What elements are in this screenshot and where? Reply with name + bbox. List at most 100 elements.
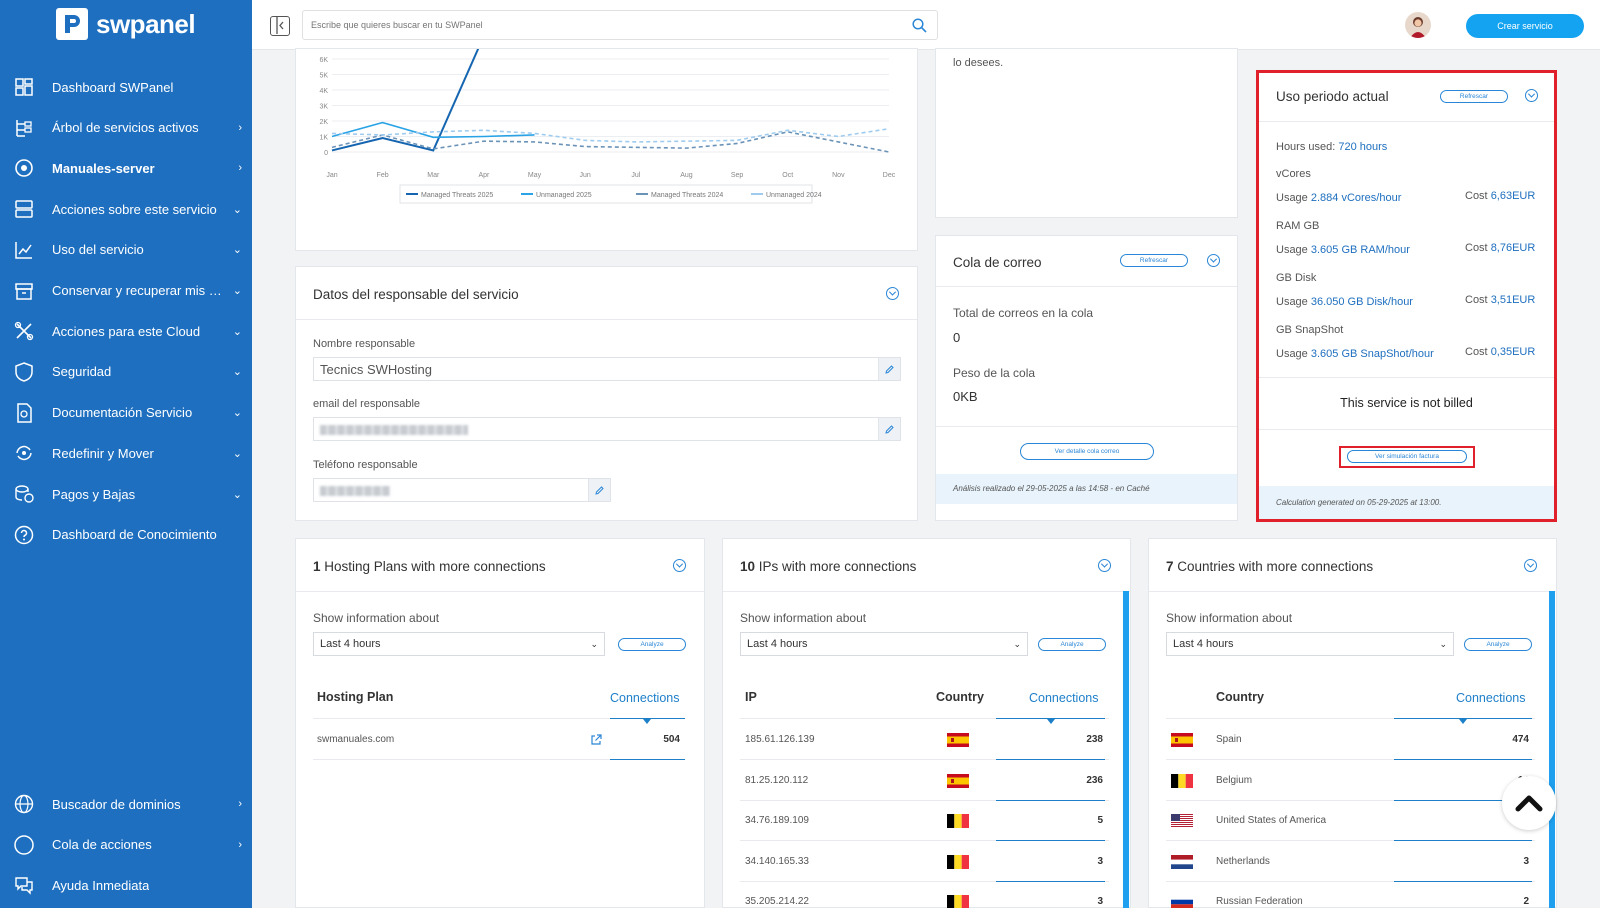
legend bbox=[399, 184, 813, 204]
dashboard-icon bbox=[13, 76, 35, 98]
name-field[interactable]: Tecnics SWHosting bbox=[313, 357, 901, 381]
series-line bbox=[331, 121, 535, 139]
sidebar-item-label: Seguridad bbox=[52, 364, 112, 380]
sidebar-item-redefine[interactable]: Redefinir y Mover ⌄ bbox=[0, 435, 252, 471]
simulate-invoice-button[interactable]: Ver simulación factura bbox=[1347, 450, 1467, 463]
connections-value: 3 bbox=[1097, 855, 1103, 867]
col-connections[interactable]: Connections bbox=[610, 691, 680, 705]
connections-underline bbox=[1394, 880, 1532, 882]
sidebar-item-label: Dashboard SWPanel bbox=[52, 79, 174, 95]
sidebar-item-help[interactable]: Dashboard de Conocimiento bbox=[0, 517, 252, 553]
col-country: Country bbox=[936, 690, 984, 704]
collapse-icon[interactable] bbox=[1207, 254, 1220, 267]
sidebar-item-tools[interactable]: Acciones para este Cloud ⌄ bbox=[0, 313, 252, 349]
analyze-button[interactable]: Analyze bbox=[1464, 638, 1532, 651]
flag-nl-icon bbox=[1171, 854, 1193, 869]
sidebar-item-payments[interactable]: Pagos y Bajas ⌄ bbox=[0, 476, 252, 512]
avatar[interactable] bbox=[1405, 12, 1431, 38]
collapse-icon[interactable] bbox=[1098, 559, 1111, 572]
mail-detail-button[interactable]: Ver detalle cola correo bbox=[1020, 443, 1154, 460]
create-service-button[interactable]: Crear servicio bbox=[1466, 14, 1584, 38]
x-tick-label: Jul bbox=[631, 172, 640, 179]
edit-icon[interactable] bbox=[878, 418, 900, 440]
refresh-button[interactable]: Refrescar bbox=[1120, 254, 1188, 267]
logo[interactable]: swpanel bbox=[56, 8, 196, 40]
scrollbar[interactable] bbox=[1123, 591, 1129, 908]
collapse-icon[interactable] bbox=[673, 559, 686, 572]
responsable-title: Datos del responsable del servicio bbox=[313, 287, 519, 302]
y-tick-label: 0 bbox=[324, 150, 328, 157]
logo-icon bbox=[56, 8, 88, 40]
topbar: Crear servicio bbox=[252, 0, 1600, 50]
legend-label[interactable]: Managed Threats 2025 bbox=[421, 192, 493, 199]
collapse-icon[interactable] bbox=[1525, 89, 1538, 102]
sidebar-item-tree[interactable]: Árbol de servicios activos › bbox=[0, 110, 252, 146]
mail-queue-title: Cola de correo bbox=[953, 255, 1042, 270]
sort-arrow-icon bbox=[1459, 719, 1467, 724]
connections-underline bbox=[1394, 799, 1532, 801]
email-field[interactable] bbox=[313, 417, 901, 441]
sidebar-item-label: Manuales-server bbox=[52, 160, 155, 176]
connections-underline bbox=[610, 759, 685, 760]
sidebar-item-circle[interactable]: Cola de acciones › bbox=[0, 827, 252, 863]
cost-value: Cost 3,51EUR bbox=[1465, 294, 1536, 306]
sidebar-item-shield[interactable]: Seguridad ⌄ bbox=[0, 354, 252, 390]
connections-value: 2 bbox=[1523, 896, 1529, 907]
col-connections[interactable]: Connections bbox=[1456, 691, 1526, 705]
divider bbox=[1149, 591, 1556, 592]
period-select[interactable]: Last 4 hours ⌄ bbox=[1166, 632, 1454, 656]
legend-label[interactable]: Unmanaged 2024 bbox=[766, 192, 822, 199]
search-input[interactable] bbox=[303, 11, 883, 39]
scrollbar[interactable] bbox=[1549, 591, 1555, 908]
analyze-button[interactable]: Analyze bbox=[1038, 638, 1106, 651]
sort-line bbox=[996, 718, 1105, 719]
sidebar-item-actions[interactable]: Acciones sobre este servicio ⌄ bbox=[0, 191, 252, 227]
period-select[interactable]: Last 4 hours ⌄ bbox=[740, 632, 1028, 656]
edit-icon[interactable] bbox=[878, 358, 900, 380]
x-tick-label: Jan bbox=[326, 172, 337, 179]
usage-block-name: vCores bbox=[1276, 168, 1311, 180]
ip-address: 35.205.214.22 bbox=[745, 896, 809, 907]
col-connections[interactable]: Connections bbox=[1029, 691, 1099, 705]
hours-used: Hours used: 720 hours bbox=[1276, 141, 1388, 153]
sidebar-item-backup[interactable]: Conservar y recuperar mis dat... ⌄ bbox=[0, 273, 252, 309]
sidebar-item-label: Árbol de servicios activos bbox=[52, 120, 199, 136]
x-tick-label: Apr bbox=[478, 172, 490, 179]
edit-icon[interactable] bbox=[588, 479, 610, 501]
sidebar-item-label: Uso del servicio bbox=[52, 242, 144, 258]
weight-label: Peso de la cola bbox=[953, 366, 1036, 380]
connections-underline bbox=[1394, 840, 1532, 841]
email-redacted bbox=[320, 425, 468, 435]
search-icon[interactable] bbox=[912, 18, 927, 38]
sidebar-item-chart[interactable]: Uso del servicio ⌄ bbox=[0, 232, 252, 268]
chevron-down-icon: ⌄ bbox=[232, 407, 242, 420]
flag-ru-icon bbox=[1171, 895, 1193, 908]
sidebar-item-server[interactable]: Manuales-server › bbox=[0, 150, 252, 186]
sidebar-item-dashboard[interactable]: Dashboard SWPanel bbox=[0, 69, 252, 105]
sidebar-item-chat[interactable]: Ayuda Inmediata bbox=[0, 867, 252, 903]
period-select[interactable]: Last 4 hours ⌄ bbox=[313, 632, 605, 656]
analyze-button[interactable]: Analyze bbox=[618, 638, 686, 651]
legend-label[interactable]: Managed Threats 2024 bbox=[651, 192, 723, 199]
show-info-label: Show information about bbox=[313, 611, 440, 625]
sidebar-item-globe[interactable]: Buscador de dominios › bbox=[0, 786, 252, 822]
phone-redacted bbox=[320, 486, 390, 496]
collapse-icon[interactable] bbox=[886, 287, 899, 300]
divider bbox=[740, 718, 1109, 719]
phone-field[interactable] bbox=[313, 478, 611, 502]
threats-chart-card: 0 1K 2K 3K 4K 5K 6K Jan Feb Mar Apr May Jun Jul Aug Sep… bbox=[295, 48, 918, 251]
chevron-right-icon: › bbox=[238, 798, 242, 810]
scroll-to-top-button[interactable] bbox=[1502, 776, 1556, 830]
sidebar-item-label: Dashboard de Conocimiento bbox=[52, 527, 217, 543]
sidebar-toggle-icon[interactable] bbox=[270, 16, 290, 36]
sort-line bbox=[610, 718, 685, 719]
sidebar-item-document[interactable]: Documentación Servicio ⌄ bbox=[0, 395, 252, 431]
collapse-icon[interactable] bbox=[1524, 559, 1537, 572]
refresh-button[interactable]: Refrescar bbox=[1440, 90, 1508, 103]
legend-label[interactable]: Unmanaged 2025 bbox=[536, 192, 592, 199]
connections-value: 238 bbox=[1086, 734, 1103, 745]
hosting-plans-card: 1 Hosting Plans with more connections Sh… bbox=[295, 538, 705, 908]
external-link-icon[interactable] bbox=[590, 733, 602, 751]
server-icon bbox=[13, 157, 35, 179]
usage-value: Usage 2.884 vCores/hour bbox=[1276, 192, 1402, 204]
